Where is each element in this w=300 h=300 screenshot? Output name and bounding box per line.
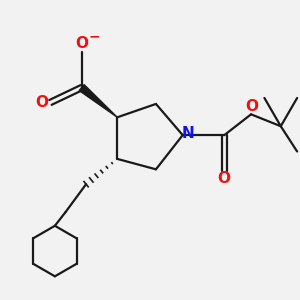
Text: O: O <box>75 36 88 51</box>
Text: O: O <box>217 171 230 186</box>
Text: N: N <box>182 126 194 141</box>
Text: −: − <box>88 29 100 44</box>
Text: O: O <box>36 95 49 110</box>
Text: O: O <box>245 98 258 113</box>
Polygon shape <box>79 85 117 117</box>
